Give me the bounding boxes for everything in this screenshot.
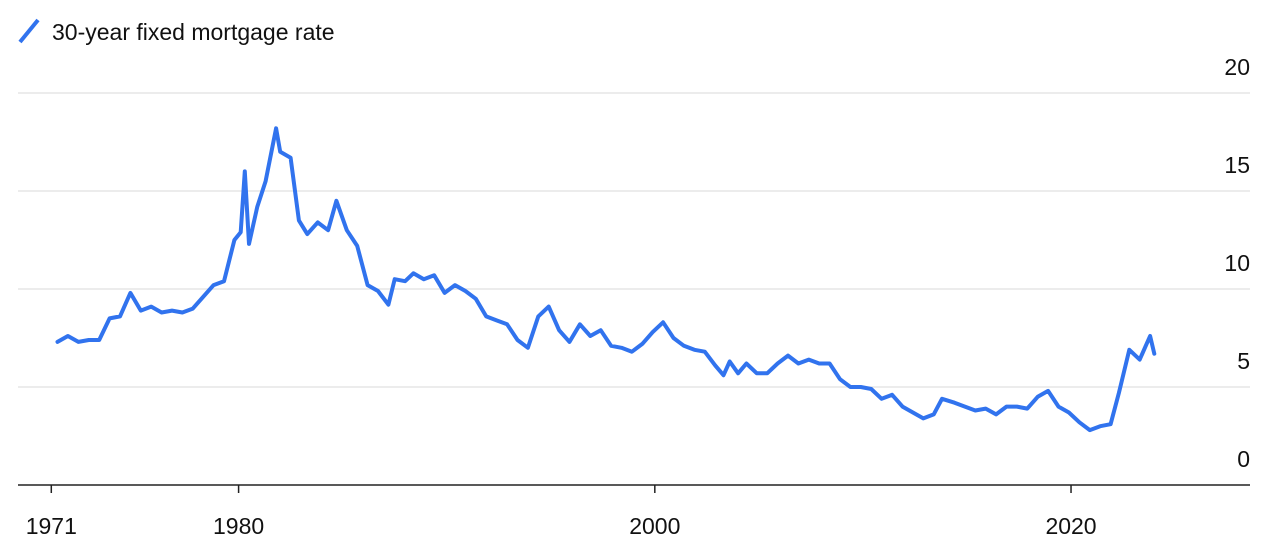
legend-swatch (18, 18, 40, 44)
y-tick-label: 20 (1224, 54, 1250, 80)
x-tick-label: 1971 (26, 513, 77, 539)
y-tick-label: 15 (1224, 152, 1250, 178)
y-tick-label: 0 (1237, 446, 1250, 472)
y-tick-label: 10 (1224, 250, 1250, 276)
y-tick-label: 5 (1237, 348, 1250, 374)
x-tick-label: 1980 (213, 513, 264, 539)
line (55, 126, 1157, 433)
x-tick-label: 2020 (1045, 513, 1096, 539)
legend-label: 30-year fixed mortgage rate (52, 19, 335, 45)
x-tick-label: 2000 (629, 513, 680, 539)
